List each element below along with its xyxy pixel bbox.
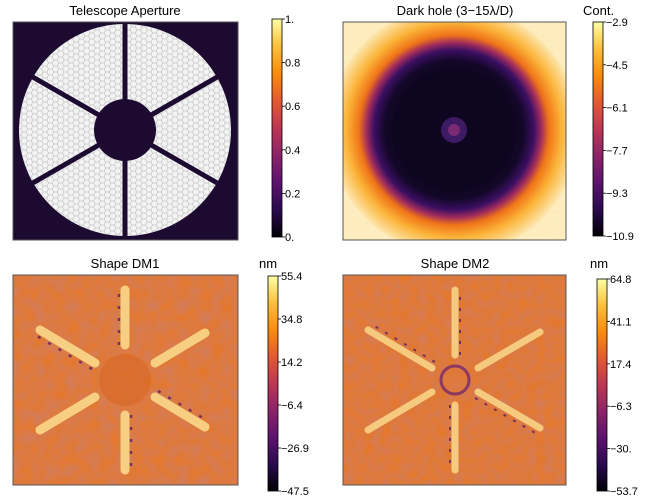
- colorbar-tick-label: −4.5: [606, 60, 628, 72]
- colorbar-tick-label: −6.4: [281, 400, 303, 412]
- colorbar-gradient: [596, 278, 608, 492]
- colorbar-label: Cont.: [583, 3, 614, 18]
- colorbar-ticks: 1. 0.8 0.6 0.4 0.2 0.: [282, 14, 300, 244]
- panel-title: Dark hole (3−15λ/D): [397, 3, 514, 18]
- colorbar-dark-hole: Cont. −2.9 −4.5 −6.1 −7.7 −9.3 −10.9: [583, 3, 634, 243]
- dm1-ridge-troughs: [36, 290, 209, 470]
- colorbar-ticks: 55.4 34.8 14.2 −6.4 −26.9 −47.5: [278, 271, 309, 498]
- panel-title: Shape DM1: [91, 256, 160, 271]
- colorbar-label: nm: [590, 256, 608, 271]
- colorbar-tick-label: −47.5: [281, 486, 309, 498]
- colorbar-tick-label: −10.9: [606, 231, 634, 243]
- colorbar-tick-label: 0.2: [285, 188, 300, 200]
- psf-core: [448, 124, 460, 136]
- colorbar-tick-label: 1.: [285, 14, 294, 26]
- colorbar-ticks: −2.9 −4.5 −6.1 −7.7 −9.3 −10.9: [603, 17, 634, 243]
- colorbar-dm1: nm 55.4 34.8 14.2 −6.4 −26.9 −47.5: [259, 256, 309, 498]
- colorbar-tick-label: 17.4: [610, 359, 631, 371]
- dm1-center: [99, 354, 151, 406]
- panel-frame: [342, 21, 567, 241]
- panel-frame: [12, 274, 239, 486]
- colorbar-tick-label: 0.4: [285, 145, 300, 157]
- colorbar-dm2: nm 64.8 41.1 17.4 −6.3 −30. −53.7: [590, 256, 638, 498]
- colorbar-gradient: [592, 21, 604, 237]
- panel-title: Telescope Aperture: [69, 3, 180, 18]
- panel-shape-dm2: Shape DM2 nm 64.8 41.1: [342, 256, 638, 498]
- colorbar-tick-label: 14.2: [281, 357, 302, 369]
- panel-telescope-aperture: Telescope Aperture 1. 0.8 0.6 0.4 0.2 0.: [12, 3, 300, 244]
- colorbar-tick-label: −7.7: [606, 145, 628, 157]
- colorbar-tick-label: −9.3: [606, 188, 628, 200]
- colorbar-label: nm: [259, 256, 277, 271]
- colorbar-tick-label: 0.8: [285, 58, 300, 70]
- colorbar-tick-label: 0.: [285, 232, 294, 244]
- dm2-ridge-troughs: [370, 290, 538, 470]
- central-obscuration: [94, 99, 156, 161]
- panel-frame: [342, 274, 567, 486]
- colorbar-gradient: [267, 275, 279, 492]
- dm2-spider-ridges: [364, 286, 544, 474]
- colorbar-tick-label: −26.9: [281, 443, 309, 455]
- panel-frame: [12, 21, 239, 241]
- panel-title: Shape DM2: [421, 256, 490, 271]
- colorbar-tick-label: −2.9: [606, 17, 628, 29]
- colorbar-ticks: 64.8 41.1 17.4 −6.3 −30. −53.7: [607, 274, 638, 498]
- dm2-center: [439, 364, 471, 396]
- colorbar-tick-label: −6.1: [606, 103, 628, 115]
- panel-dark-hole: Dark hole (3−15λ/D) Cont. −2.9 −4.5 −6.1 −7…: [342, 3, 634, 243]
- colorbar-aperture: 1. 0.8 0.6 0.4 0.2 0.: [271, 14, 300, 244]
- panel-shape-dm1: Shape DM1 nm 55.4 34.8: [12, 256, 309, 498]
- colorbar-tick-label: −30.: [610, 444, 632, 456]
- colorbar-tick-label: 55.4: [281, 271, 302, 283]
- colorbar-tick-label: −6.3: [610, 401, 632, 413]
- dm1-spider-ridges: [35, 285, 210, 475]
- colorbar-tick-label: 64.8: [610, 274, 631, 286]
- colorbar-tick-label: 0.6: [285, 101, 300, 113]
- colorbar-tick-label: −53.7: [610, 486, 638, 498]
- colorbar-tick-label: 41.1: [610, 316, 631, 328]
- colorbar-gradient: [271, 18, 283, 238]
- colorbar-tick-label: 34.8: [281, 314, 302, 326]
